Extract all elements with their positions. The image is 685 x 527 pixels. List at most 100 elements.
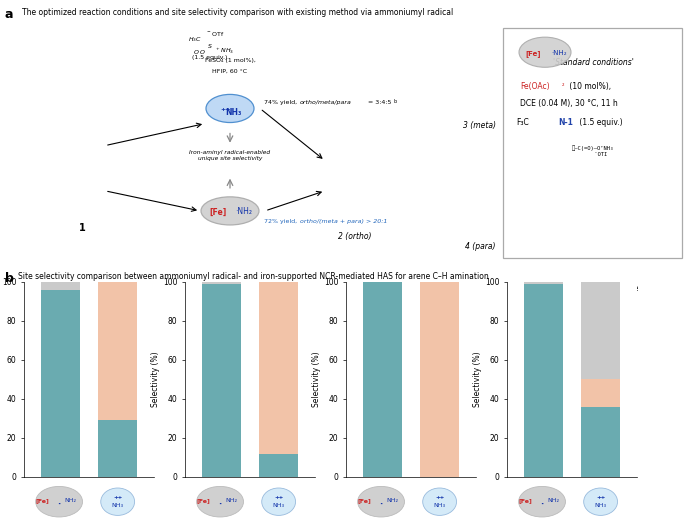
- Ellipse shape: [584, 488, 617, 515]
- Text: ·NH₂: ·NH₂: [551, 50, 566, 56]
- Text: $^-$OTf: $^-$OTf: [206, 30, 224, 38]
- Circle shape: [407, 330, 423, 346]
- Text: NH₃: NH₃: [273, 503, 285, 509]
- Text: 7: 7: [251, 358, 259, 368]
- Circle shape: [225, 323, 241, 339]
- Bar: [202, 284, 241, 477]
- Text: (10 mol%),: (10 mol%),: [567, 82, 611, 91]
- Text: [Fe]: [Fe]: [519, 498, 532, 503]
- Y-axis label: Selectivity (%): Selectivity (%): [151, 352, 160, 407]
- Text: ++: ++: [596, 495, 606, 500]
- Circle shape: [55, 323, 71, 339]
- Text: ortho/(meta + para) > 20:1: ortho/(meta + para) > 20:1: [300, 219, 388, 224]
- Text: FeSO₄ (1 mol%),: FeSO₄ (1 mol%),: [205, 58, 256, 63]
- Text: $H_3C$: $H_3C$: [188, 35, 202, 44]
- Text: [Fe]: [Fe]: [358, 498, 371, 503]
- Text: ++: ++: [221, 107, 232, 112]
- Text: b: b: [5, 272, 14, 285]
- Text: NH₂: NH₂: [387, 498, 399, 503]
- Text: NH₂: NH₂: [65, 498, 77, 503]
- Ellipse shape: [262, 488, 296, 515]
- Text: NH₃: NH₃: [225, 108, 241, 117]
- Bar: [41, 282, 80, 290]
- Bar: [581, 379, 620, 407]
- Text: Electron-rich arene: Electron-rich arene: [49, 284, 121, 293]
- Text: Site selectivity comparison between ammoniumyl radical- and iron-supported NCR-m: Site selectivity comparison between ammo…: [18, 272, 489, 281]
- Text: Disubstituted arene: Disubstituted arene: [387, 284, 463, 293]
- Text: ·: ·: [379, 500, 383, 510]
- Text: 3 (meta): 3 (meta): [464, 121, 497, 130]
- Text: NH₃: NH₃: [595, 503, 607, 509]
- Text: Electron-neutral arene: Electron-neutral arene: [552, 284, 638, 293]
- Text: b: b: [394, 100, 397, 104]
- Text: 72% yield,: 72% yield,: [264, 219, 299, 224]
- FancyBboxPatch shape: [503, 28, 682, 258]
- Circle shape: [67, 330, 83, 346]
- Bar: [202, 282, 241, 284]
- Text: 11: 11: [588, 358, 602, 368]
- Text: DCE (0.04 M), 30 °C, 11 h: DCE (0.04 M), 30 °C, 11 h: [520, 100, 618, 109]
- Bar: [524, 282, 563, 284]
- Text: Electron-deficient arene: Electron-deficient arene: [209, 284, 301, 293]
- Text: Fe(OAc): Fe(OAc): [520, 82, 549, 91]
- Text: [Fe]: [Fe]: [197, 498, 210, 503]
- Ellipse shape: [423, 488, 457, 515]
- Text: 4 (para): 4 (para): [464, 242, 495, 251]
- Text: N-1: N-1: [558, 118, 573, 126]
- Bar: [259, 282, 298, 454]
- Bar: [420, 282, 459, 477]
- Text: $^+NH_3$: $^+NH_3$: [215, 46, 235, 56]
- Text: 'Standard conditions': 'Standard conditions': [553, 58, 634, 67]
- Text: ₂: ₂: [562, 82, 564, 87]
- Text: NH₂: NH₂: [226, 498, 238, 503]
- Ellipse shape: [101, 488, 134, 515]
- Text: ·: ·: [58, 500, 61, 510]
- Text: (1.5 equiv.): (1.5 equiv.): [577, 118, 623, 126]
- Text: NH₃: NH₃: [112, 503, 124, 509]
- Bar: [524, 284, 563, 477]
- Text: The optimized reaction conditions and site selectivity comparison with existing : The optimized reaction conditions and si…: [22, 8, 453, 17]
- Text: 9: 9: [421, 358, 429, 368]
- Text: ·NH₂: ·NH₂: [236, 208, 253, 217]
- Circle shape: [237, 330, 253, 346]
- Text: NH₂: NH₂: [548, 498, 560, 503]
- Circle shape: [577, 330, 593, 346]
- Ellipse shape: [519, 37, 571, 67]
- Text: $S$: $S$: [207, 42, 213, 50]
- Text: 74% yield,: 74% yield,: [264, 101, 299, 105]
- Ellipse shape: [358, 486, 404, 517]
- Text: [Fe]: [Fe]: [210, 208, 227, 217]
- Bar: [259, 454, 298, 477]
- Text: ·: ·: [219, 500, 222, 510]
- Text: a: a: [5, 8, 14, 21]
- Text: ortho/meta/para: ortho/meta/para: [300, 101, 352, 105]
- Text: 5: 5: [82, 358, 88, 368]
- Y-axis label: Selectivity (%): Selectivity (%): [473, 352, 482, 407]
- Ellipse shape: [206, 94, 254, 122]
- Ellipse shape: [201, 197, 259, 225]
- Ellipse shape: [36, 486, 82, 517]
- Ellipse shape: [519, 486, 565, 517]
- Y-axis label: Selectivity (%): Selectivity (%): [312, 352, 321, 407]
- Bar: [41, 290, 80, 477]
- Text: = 3:4:5: = 3:4:5: [368, 101, 391, 105]
- Text: ⌬—C(=O)–O⁺NH₃
     ⁻OTI: ⌬—C(=O)–O⁺NH₃ ⁻OTI: [572, 145, 614, 157]
- Text: 1: 1: [79, 223, 86, 233]
- Text: ++: ++: [435, 495, 445, 500]
- Bar: [98, 282, 137, 421]
- Text: ++: ++: [113, 495, 123, 500]
- Text: [Fe]: [Fe]: [525, 50, 540, 57]
- Text: 2 (ortho): 2 (ortho): [338, 232, 372, 241]
- Text: F₃C: F₃C: [516, 118, 529, 126]
- Bar: [581, 407, 620, 477]
- Text: Iron-aminyl radical-enabled
unique site selectivity: Iron-aminyl radical-enabled unique site …: [190, 150, 271, 161]
- Text: $O$ $O$: $O$ $O$: [193, 48, 207, 56]
- Circle shape: [565, 323, 581, 339]
- Text: ++: ++: [274, 495, 284, 500]
- Text: ·: ·: [540, 500, 544, 510]
- Bar: [581, 282, 620, 379]
- Circle shape: [395, 323, 411, 339]
- Bar: [98, 421, 137, 477]
- Text: (1.5 equiv.): (1.5 equiv.): [192, 55, 227, 60]
- Text: [Fe]: [Fe]: [36, 498, 49, 503]
